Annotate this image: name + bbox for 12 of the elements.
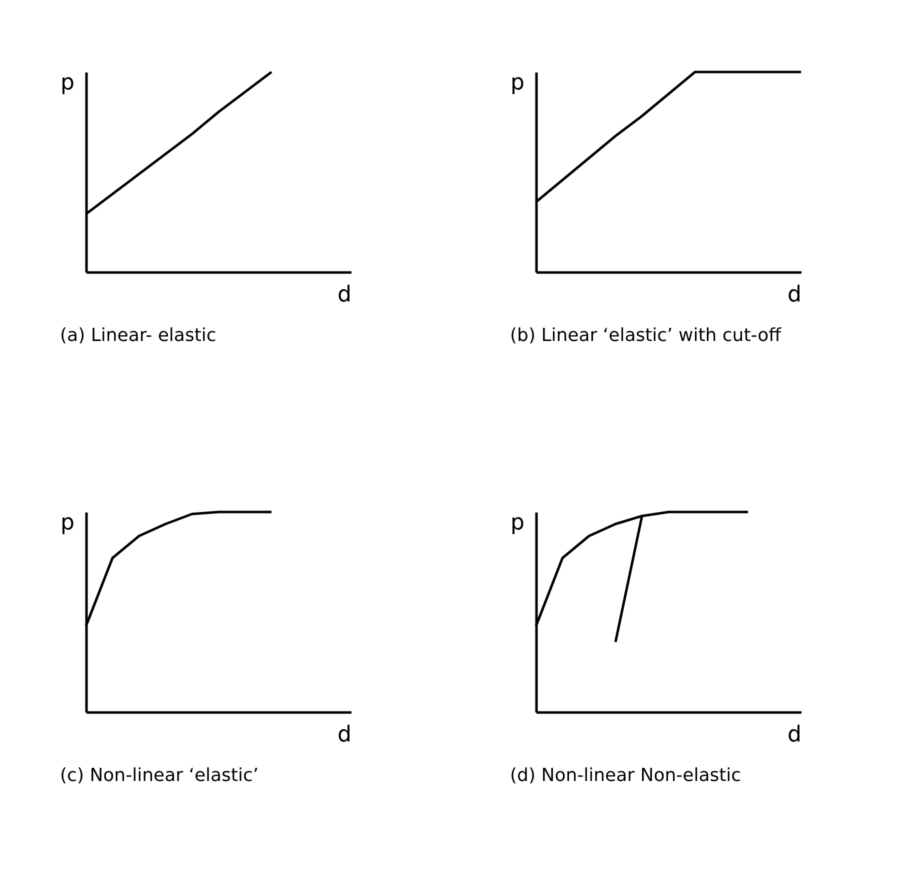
text: (d) Non-linear Non-elastic	[510, 765, 742, 786]
y-axis-title: p	[60, 70, 74, 96]
x-axis-title: d	[338, 722, 352, 748]
y-axis-title: p	[510, 70, 524, 96]
y-axis-title: p	[510, 510, 524, 536]
text: (c) Non-linear ‘elastic’	[60, 765, 259, 786]
text: (a) Linear- elastic	[60, 325, 216, 346]
x-axis-title: d	[338, 282, 352, 308]
x-axis-title: d	[788, 722, 802, 748]
text: (b) Linear ‘elastic’ with cut-off	[510, 325, 782, 346]
y-axis-title: p	[60, 510, 74, 536]
x-axis-title: d	[788, 282, 802, 308]
